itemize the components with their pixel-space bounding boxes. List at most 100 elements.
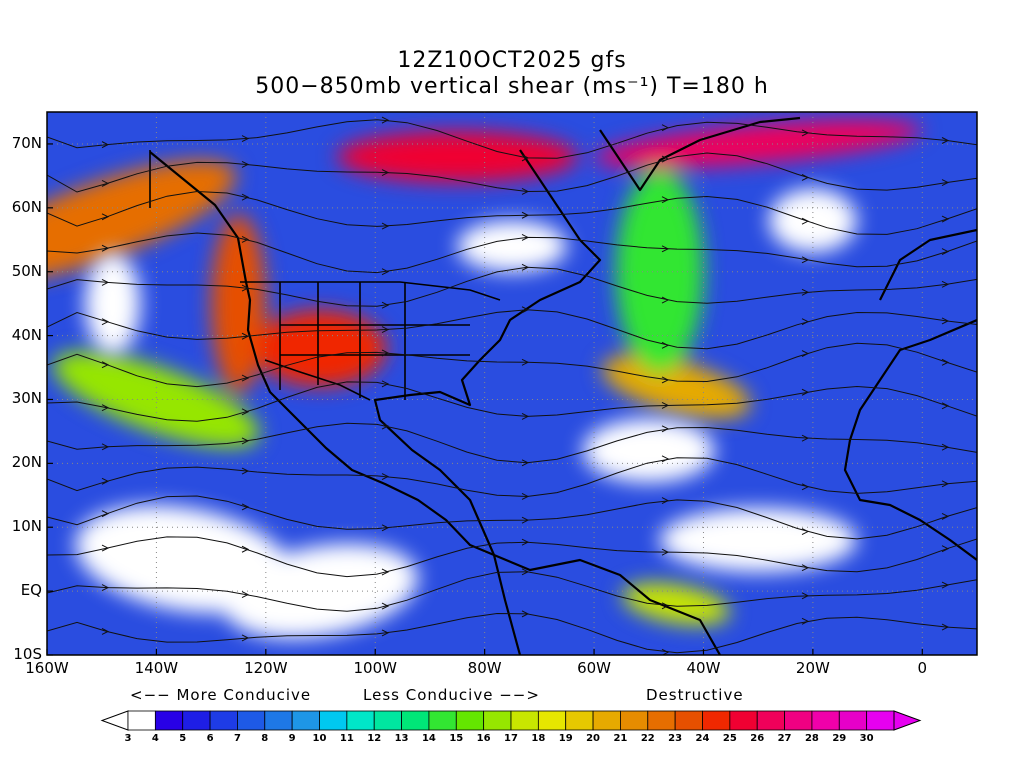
colorbar-label-22: 22 xyxy=(640,733,655,744)
colorbar-label-29: 29 xyxy=(832,733,847,744)
lon-label-120W: 120W xyxy=(244,659,288,677)
streamline xyxy=(47,119,977,159)
streamline-arrow xyxy=(381,349,390,357)
streamline-arrow xyxy=(381,116,390,124)
colorbar-swatch-20 xyxy=(592,710,621,731)
lat-label-50N: 50N xyxy=(11,261,42,280)
colorbar-swatch-15 xyxy=(455,710,485,731)
streamline-arrow xyxy=(941,545,950,553)
streamline xyxy=(47,381,977,422)
streamline-arrow xyxy=(101,584,110,592)
colorbar-label-7: 7 xyxy=(233,733,241,744)
streamline-arrow xyxy=(801,617,810,625)
colorbar-label-27: 27 xyxy=(777,733,792,744)
streamline-arrow xyxy=(941,280,950,288)
streamline-arrow xyxy=(521,211,530,219)
streamline xyxy=(47,536,977,578)
streamline-arrow xyxy=(941,480,950,488)
streamline-arrow xyxy=(381,326,390,334)
streamline xyxy=(47,571,977,612)
streamline-arrow xyxy=(101,278,110,286)
colorbar-label-17: 17 xyxy=(504,733,518,744)
colorbar-label-15: 15 xyxy=(449,733,464,744)
state-lines xyxy=(279,282,470,400)
colorbar-swatch-12 xyxy=(373,710,402,731)
map-title: 12Z10OCT2025 gfs xyxy=(397,48,627,73)
less-conducive-label: Less Conducive −−> xyxy=(363,686,540,704)
streamline-arrow xyxy=(381,268,390,276)
lat-label-60N: 60N xyxy=(11,197,42,216)
colorbar-swatch-19 xyxy=(565,710,594,731)
streamline-arrow xyxy=(801,288,810,296)
streamline-arrow xyxy=(241,193,250,201)
colorbar-swatch-18 xyxy=(537,710,567,731)
streamline-arrow xyxy=(941,248,950,256)
streamline xyxy=(47,342,977,388)
streamline-arrow xyxy=(241,503,250,511)
lat-label-40N: 40N xyxy=(11,325,42,344)
colorbar-swatch-30 xyxy=(866,710,895,731)
lon-label-80W: 80W xyxy=(467,659,502,677)
colorbar-swatch-24 xyxy=(702,710,731,731)
colorbar-swatch-16 xyxy=(483,710,512,731)
colorbar-swatch-3 xyxy=(127,710,156,731)
shear-band-8 xyxy=(615,169,704,374)
streamline-arrow xyxy=(101,244,110,252)
tick-marks xyxy=(46,143,923,656)
lat-label-10S: 10S xyxy=(13,645,42,663)
destructive-label: Destructive xyxy=(646,686,744,704)
streamlines xyxy=(47,116,977,655)
south-america-coast xyxy=(493,553,721,655)
streamline-arrow xyxy=(661,425,670,433)
lon-label-40W: 40W xyxy=(686,659,721,677)
streamline xyxy=(47,266,977,307)
calm-area-6 xyxy=(457,220,567,272)
streamline-arrow xyxy=(521,610,530,618)
us-canada-border xyxy=(240,281,501,301)
streamline-arrow xyxy=(381,524,390,532)
streamline-arrow xyxy=(661,602,670,610)
streamline-arrow xyxy=(941,317,950,325)
streamline-arrow xyxy=(241,374,250,382)
streamline-arrow xyxy=(241,284,250,292)
streamline-arrow xyxy=(801,318,810,326)
streamline-arrow xyxy=(241,437,250,445)
streamline-arrow xyxy=(941,623,950,631)
streamline-arrow xyxy=(521,233,530,241)
streamline-arrow xyxy=(521,538,530,546)
streamline-arrow xyxy=(521,493,530,500)
streamline xyxy=(47,457,977,498)
streamline-arrow xyxy=(661,341,670,349)
streamline-arrow xyxy=(241,135,250,143)
more-conducive-label: <−− More Conducive xyxy=(130,686,312,704)
streamline xyxy=(47,190,977,235)
colorbar-label-11: 11 xyxy=(339,733,354,744)
lon-label-140W: 140W xyxy=(134,659,179,677)
colorbar-swatch-10 xyxy=(319,710,348,731)
streamline-arrow xyxy=(101,477,110,485)
streamline-arrow xyxy=(241,591,250,599)
colorbar-label-4: 4 xyxy=(151,733,159,744)
streamline-arrow xyxy=(101,361,110,369)
streamline-arrow xyxy=(801,528,810,535)
streamline-arrow xyxy=(941,215,950,223)
streamline-arrow xyxy=(101,544,110,552)
lon-label-60W: 60W xyxy=(577,659,611,677)
streamline-arrow xyxy=(941,443,950,451)
streamline-arrow xyxy=(521,188,530,195)
lon-label-160W: 160W xyxy=(25,659,69,677)
colorbar-label-23: 23 xyxy=(668,733,683,744)
na-west-coast xyxy=(149,151,495,557)
streamline-arrow xyxy=(241,408,250,416)
streamline-arrow xyxy=(801,217,810,225)
streamline-arrow xyxy=(661,376,670,384)
streamline-arrow xyxy=(801,434,810,442)
streamline-arrow xyxy=(381,422,390,430)
streamline-arrow xyxy=(381,169,390,176)
colorbar-label-16: 16 xyxy=(476,733,491,744)
streamline-arrow xyxy=(241,634,250,642)
colorbar-swatch-29 xyxy=(838,710,868,731)
streamline-arrow xyxy=(381,602,390,610)
streamline-arrow xyxy=(801,174,810,181)
streamline-arrow xyxy=(521,306,530,314)
